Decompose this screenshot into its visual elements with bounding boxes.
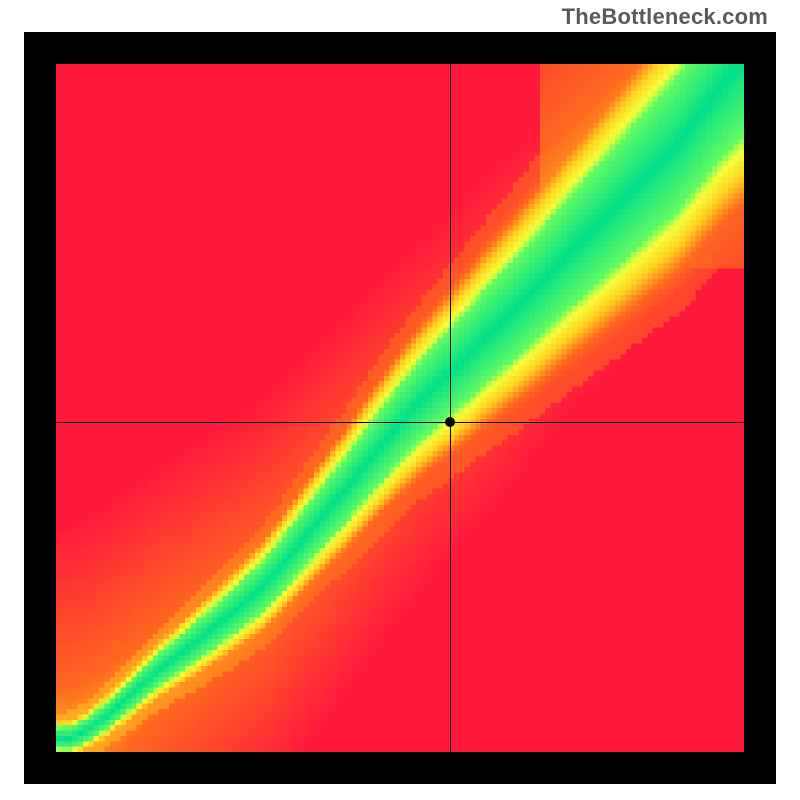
plot-border [24,32,776,784]
heatmap-canvas [56,64,744,752]
watermark-text: TheBottleneck.com [562,4,768,30]
crosshair-horizontal [56,422,744,423]
crosshair-vertical [450,64,451,752]
target-point [445,417,455,427]
plot-area [56,64,744,752]
